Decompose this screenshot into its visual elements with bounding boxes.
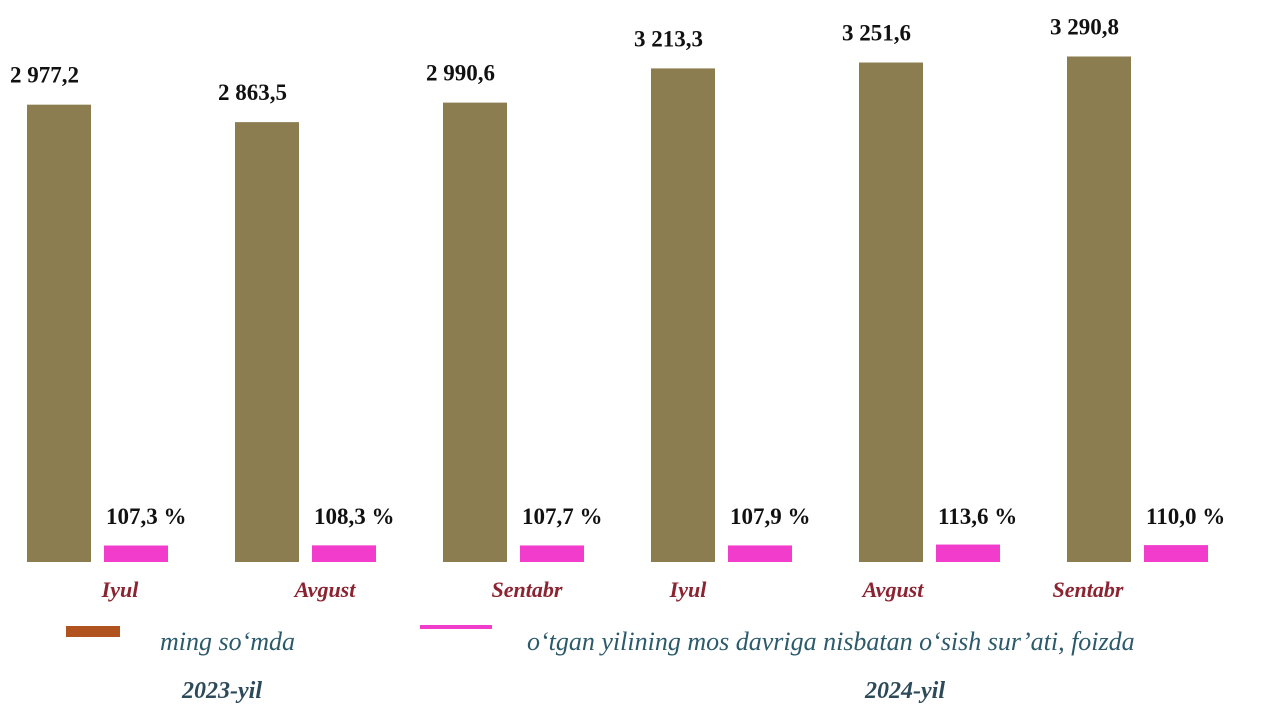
value-label: 108,3 % <box>314 504 395 529</box>
x-tick-label: Avgust <box>861 577 925 602</box>
value-label: 2 990,6 <box>426 61 495 86</box>
legend-label: ming so‘mda <box>160 627 295 656</box>
legend-swatch <box>420 625 492 629</box>
x-tick-label: Iyul <box>669 577 708 602</box>
x-tick-label: Sentabr <box>492 577 563 602</box>
value-label: 3 213,3 <box>634 26 703 51</box>
bar <box>728 545 792 562</box>
bar <box>520 545 584 562</box>
x-tick-label: Avgust <box>293 577 357 602</box>
legend-label: o‘tgan yilining mos davriga nisbatan o‘s… <box>527 627 1135 656</box>
x-tick-label: Sentabr <box>1053 577 1124 602</box>
bar <box>936 544 1000 562</box>
bar <box>104 545 168 562</box>
bar <box>443 102 507 563</box>
bar <box>27 104 91 562</box>
bar <box>235 122 299 562</box>
bar <box>1144 545 1208 562</box>
value-label: 107,7 % <box>522 504 603 529</box>
value-label: 107,3 % <box>106 504 187 529</box>
value-label: 3 251,6 <box>842 21 911 46</box>
value-label: 2 977,2 <box>10 63 79 88</box>
value-label: 107,9 % <box>730 504 811 529</box>
value-label: 3 290,8 <box>1050 14 1119 39</box>
legend-swatch <box>66 626 120 637</box>
group-label: 2024-yil <box>864 678 945 704</box>
x-tick-label: Iyul <box>101 577 140 602</box>
group-label: 2023-yil <box>181 678 262 704</box>
value-label: 110,0 % <box>1146 504 1225 529</box>
value-label: 2 863,5 <box>218 80 287 105</box>
bar <box>1067 56 1131 563</box>
value-label: 113,6 % <box>938 504 1017 529</box>
bar <box>312 545 376 562</box>
bar <box>651 68 715 562</box>
bar <box>859 62 923 562</box>
